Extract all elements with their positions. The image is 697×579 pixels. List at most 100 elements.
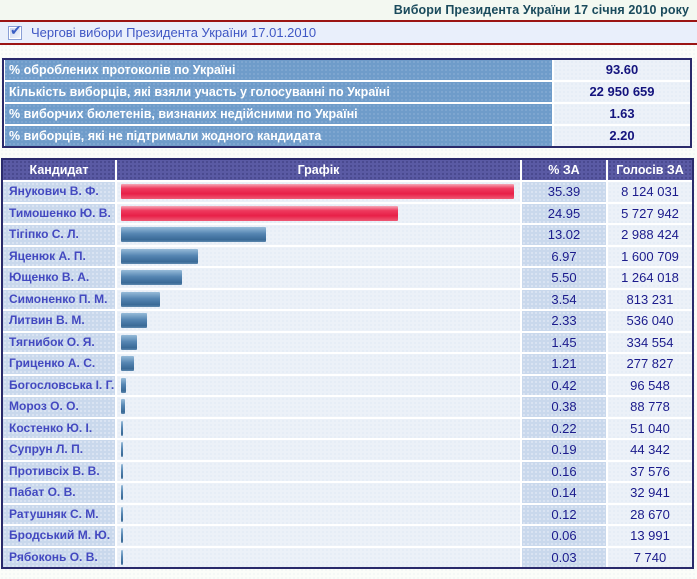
summary-label: % виборців, які не підтримали жодного ка… [4, 126, 552, 146]
candidate-percent: 0.38 [522, 397, 606, 417]
candidate-percent: 1.45 [522, 332, 606, 352]
summary-value: 2.20 [554, 126, 690, 146]
summary-row: % виборців, які не підтримали жодного ка… [4, 126, 690, 146]
table-row: Мороз О. О. 0.38 88 778 [3, 397, 692, 417]
candidate-percent: 1.21 [522, 354, 606, 374]
table-row: Ющенко В. А. 5.50 1 264 018 [3, 268, 692, 288]
candidate-bar-cell [117, 289, 520, 309]
candidate-bar-cell [117, 268, 520, 288]
summary-value: 22 950 659 [554, 82, 690, 102]
candidate-votes: 32 941 [608, 483, 692, 503]
table-row: Богословська І. Г. 0.42 96 548 [3, 375, 692, 395]
table-row: Тягнибок О. Я. 1.45 334 554 [3, 332, 692, 352]
candidate-bar [121, 442, 124, 458]
candidate-percent: 0.22 [522, 418, 606, 438]
candidate-votes: 96 548 [608, 375, 692, 395]
candidate-percent: 24.95 [522, 203, 606, 223]
candidate-votes: 28 670 [608, 504, 692, 524]
candidate-bar-cell [117, 375, 520, 395]
candidate-bar-cell [117, 418, 520, 438]
candidate-bar [121, 420, 124, 436]
spacer [0, 45, 697, 58]
candidate-percent: 0.42 [522, 375, 606, 395]
candidate-percent: 2.33 [522, 311, 606, 331]
candidate-name: Тимошенко Ю. В. [3, 203, 115, 223]
candidate-bar-cell [117, 440, 520, 460]
candidate-name: Костенко Ю. І. [3, 418, 115, 438]
candidate-name: Бродський М. Ю. [3, 526, 115, 546]
candidate-votes: 813 231 [608, 289, 692, 309]
candidate-votes: 1 600 709 [608, 246, 692, 266]
candidate-percent: 0.12 [522, 504, 606, 524]
table-row: Ратушняк С. М. 0.12 28 670 [3, 504, 692, 524]
candidate-votes: 51 040 [608, 418, 692, 438]
summary-value: 93.60 [554, 60, 690, 80]
candidate-name: Тягнибок О. Я. [3, 332, 115, 352]
candidate-name: Тігіпко С. Л. [3, 225, 115, 245]
candidate-bar [121, 356, 135, 372]
candidate-bar-cell [117, 225, 520, 245]
spacer [0, 148, 697, 158]
candidate-name: Гриценко А. С. [3, 354, 115, 374]
candidate-votes: 536 040 [608, 311, 692, 331]
candidate-votes: 2 988 424 [608, 225, 692, 245]
candidate-name: Симоненко П. М. [3, 289, 115, 309]
candidate-votes: 5 727 942 [608, 203, 692, 223]
candidate-bar [121, 248, 199, 264]
candidate-name: Мороз О. О. [3, 397, 115, 417]
summary-row: % виборчих бюлетенів, визнаних недійсним… [4, 104, 690, 124]
candidate-bar-cell [117, 504, 520, 524]
column-header-percent: % ЗА [522, 160, 606, 180]
candidate-bar-cell [117, 461, 520, 481]
divider-line-bottom [0, 43, 697, 45]
candidate-votes: 44 342 [608, 440, 692, 460]
candidate-bar-cell [117, 547, 520, 567]
candidate-votes: 88 778 [608, 397, 692, 417]
candidate-votes: 8 124 031 [608, 182, 692, 202]
summary-label: % виборчих бюлетенів, визнаних недійсним… [4, 104, 552, 124]
candidate-percent: 0.06 [522, 526, 606, 546]
candidate-percent: 3.54 [522, 289, 606, 309]
table-row: Яценюк А. П. 6.97 1 600 709 [3, 246, 692, 266]
candidate-percent: 0.19 [522, 440, 606, 460]
summary-label: Кількість виборців, які взяли участь у г… [4, 82, 552, 102]
candidate-bar [121, 184, 514, 200]
table-row: Костенко Ю. І. 0.22 51 040 [3, 418, 692, 438]
candidate-bar [121, 549, 123, 565]
summary-table: % оброблених протоколів по Україні 93.60… [2, 58, 692, 148]
candidate-votes: 13 991 [608, 526, 692, 546]
candidate-name: Пабат О. В. [3, 483, 115, 503]
candidate-bar [121, 205, 399, 221]
table-row: Пабат О. В. 0.14 32 941 [3, 483, 692, 503]
table-row: Янукович В. Ф. 35.39 8 124 031 [3, 182, 692, 202]
table-row: Противсіх В. В. 0.16 37 576 [3, 461, 692, 481]
candidate-bar [121, 291, 161, 307]
candidate-bar [121, 313, 147, 329]
candidate-bar-cell [117, 397, 520, 417]
candidate-bar [121, 463, 123, 479]
election-selector[interactable]: Чергові вибори Президента України 17.01.… [0, 22, 697, 43]
candidate-name: Яценюк А. П. [3, 246, 115, 266]
candidate-name: Янукович В. Ф. [3, 182, 115, 202]
checkbox-checked-icon[interactable] [8, 22, 22, 40]
table-row: Тігіпко С. Л. 13.02 2 988 424 [3, 225, 692, 245]
candidate-name: Супрун Л. П. [3, 440, 115, 460]
candidate-name: Противсіх В. В. [3, 461, 115, 481]
candidate-percent: 0.16 [522, 461, 606, 481]
candidate-name: Богословська І. Г. [3, 375, 115, 395]
candidate-bar [121, 227, 266, 243]
candidate-percent: 13.02 [522, 225, 606, 245]
candidate-name: Ратушняк С. М. [3, 504, 115, 524]
candidate-bar [121, 270, 183, 286]
table-row: Супрун Л. П. 0.19 44 342 [3, 440, 692, 460]
results-header-row: Кандидат Графік % ЗА Голосів ЗА [3, 160, 692, 180]
candidate-votes: 334 554 [608, 332, 692, 352]
table-row: Бродський М. Ю. 0.06 13 991 [3, 526, 692, 546]
candidate-bar-cell [117, 182, 520, 202]
candidate-bar-cell [117, 526, 520, 546]
candidate-percent: 6.97 [522, 246, 606, 266]
election-selector-label[interactable]: Чергові вибори Президента України 17.01.… [31, 25, 317, 40]
table-row: Литвин В. М. 2.33 536 040 [3, 311, 692, 331]
candidate-bar-cell [117, 203, 520, 223]
table-row: Рябоконь О. В. 0.03 7 740 [3, 547, 692, 567]
